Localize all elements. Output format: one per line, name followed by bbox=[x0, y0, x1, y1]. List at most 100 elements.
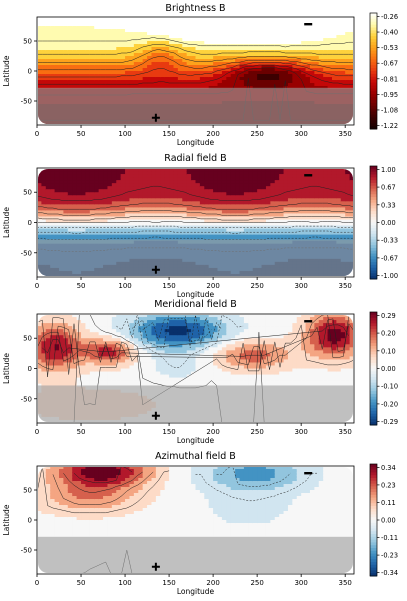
colorbar-swatch bbox=[370, 91, 377, 95]
heatmap-cell bbox=[147, 213, 153, 218]
heatmap-cell bbox=[116, 74, 122, 78]
heatmap-cell bbox=[173, 41, 179, 45]
heatmap-cell bbox=[252, 228, 258, 233]
heatmap-cell bbox=[252, 59, 258, 63]
heatmap-cell bbox=[76, 201, 82, 205]
heatmap-cell bbox=[63, 77, 69, 81]
heatmap-cell bbox=[67, 169, 73, 172]
heatmap-cell bbox=[147, 47, 153, 51]
heatmap-cell bbox=[125, 32, 131, 36]
heatmap-cell bbox=[270, 180, 276, 184]
heatmap-cell bbox=[169, 59, 175, 63]
heatmap-cell bbox=[116, 198, 122, 202]
heatmap-cell bbox=[265, 180, 271, 184]
heatmap-cell bbox=[59, 53, 65, 57]
heatmap-cell bbox=[204, 65, 210, 69]
heatmap-cell bbox=[331, 23, 337, 27]
heatmap-cell bbox=[45, 228, 51, 233]
heatmap-cell bbox=[213, 74, 219, 78]
heatmap-cell bbox=[85, 56, 91, 60]
heatmap-cell bbox=[76, 210, 82, 215]
heatmap-cell bbox=[133, 77, 139, 81]
heatmap-cell bbox=[283, 53, 289, 57]
heatmap-cell bbox=[116, 186, 122, 190]
heatmap-cell bbox=[116, 56, 122, 60]
heatmap-cell bbox=[120, 53, 126, 57]
heatmap-cell bbox=[292, 189, 298, 193]
heatmap-cell bbox=[116, 192, 122, 196]
heatmap-cell bbox=[142, 77, 148, 81]
heatmap-cell bbox=[257, 71, 263, 75]
heatmap-cell bbox=[45, 192, 51, 196]
heatmap-cell bbox=[327, 68, 333, 72]
heatmap-cell bbox=[261, 174, 267, 178]
heatmap-cell bbox=[226, 74, 232, 78]
heatmap-cell bbox=[204, 180, 210, 184]
heatmap-cell bbox=[169, 210, 175, 215]
heatmap-cell bbox=[107, 80, 113, 84]
heatmap-cell bbox=[169, 171, 175, 175]
heatmap-cell bbox=[50, 18, 56, 21]
heatmap-cell bbox=[270, 237, 276, 242]
heatmap-cell bbox=[195, 50, 201, 54]
heatmap-cell bbox=[67, 44, 73, 48]
heatmap-cell bbox=[133, 44, 139, 48]
heatmap-cell bbox=[45, 171, 51, 175]
heatmap-cell bbox=[160, 186, 166, 190]
heatmap-cell bbox=[195, 56, 201, 60]
heatmap-cell bbox=[103, 59, 109, 63]
heatmap-cell bbox=[72, 219, 78, 224]
heatmap-cell bbox=[76, 20, 82, 24]
heatmap-cell bbox=[314, 222, 320, 227]
heatmap-cell bbox=[125, 195, 131, 199]
heatmap-cell bbox=[59, 44, 65, 48]
heatmap-cell bbox=[103, 35, 109, 39]
heatmap-cell bbox=[173, 180, 179, 184]
heatmap-cell bbox=[309, 77, 315, 81]
heatmap-cell bbox=[116, 174, 122, 178]
heatmap-cell bbox=[309, 74, 315, 78]
heatmap-cell bbox=[309, 228, 315, 233]
heatmap-cell bbox=[59, 59, 65, 63]
heatmap-cell bbox=[155, 225, 161, 230]
heatmap-cell bbox=[177, 237, 183, 242]
heatmap-cell bbox=[199, 20, 205, 24]
heatmap-cell bbox=[217, 41, 223, 45]
heatmap-cell bbox=[151, 65, 157, 69]
heatmap-cell bbox=[213, 201, 219, 205]
heatmap-cell bbox=[120, 198, 126, 202]
heatmap-cell bbox=[327, 47, 333, 51]
heatmap-cell bbox=[125, 180, 131, 184]
heatmap-cell bbox=[38, 234, 43, 239]
heatmap-cell bbox=[235, 180, 241, 184]
heatmap-cell bbox=[345, 47, 351, 51]
heatmap-cell bbox=[151, 38, 157, 42]
heatmap-cell bbox=[279, 20, 285, 24]
heatmap-cell bbox=[41, 237, 47, 242]
heatmap-cell bbox=[116, 169, 122, 172]
heatmap-cell bbox=[199, 216, 205, 221]
colorbar-swatch bbox=[370, 76, 377, 81]
heatmap-cell bbox=[191, 219, 197, 224]
heatmap-cell bbox=[50, 53, 56, 57]
heatmap-cell bbox=[239, 26, 245, 30]
heatmap-cell bbox=[120, 23, 126, 27]
heatmap-cell bbox=[296, 68, 302, 72]
heatmap-cell bbox=[182, 50, 188, 54]
heatmap-cell bbox=[270, 32, 276, 36]
heatmap-cell bbox=[283, 180, 289, 184]
heatmap-cell bbox=[309, 192, 315, 196]
heatmap-cell bbox=[283, 59, 289, 63]
colorbar-swatch bbox=[370, 85, 377, 89]
heatmap-cell bbox=[301, 189, 307, 193]
heatmap-cell bbox=[279, 80, 285, 84]
heatmap-cell bbox=[301, 192, 307, 196]
contour-line bbox=[38, 49, 353, 63]
heatmap-cell bbox=[142, 237, 148, 242]
heatmap-cell bbox=[340, 50, 346, 54]
heatmap-cell bbox=[213, 216, 219, 221]
heatmap-cell bbox=[283, 171, 289, 175]
heatmap-cell bbox=[125, 47, 131, 51]
heatmap-cell bbox=[164, 189, 170, 193]
heatmap-cell bbox=[349, 29, 353, 33]
